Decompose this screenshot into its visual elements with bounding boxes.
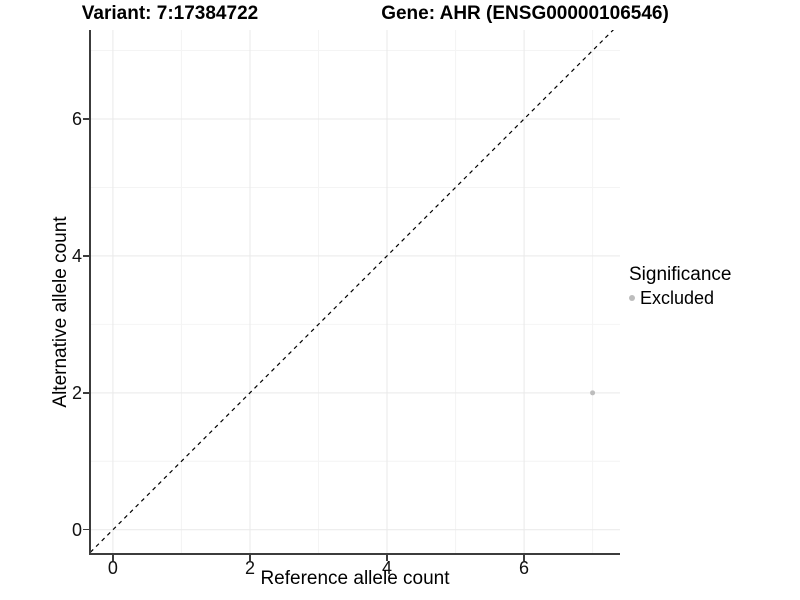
y-tick-label: 6 — [71, 108, 82, 129]
identity-line — [91, 30, 614, 553]
x-tick-label: 0 — [107, 558, 118, 578]
x-tick-label: 6 — [519, 558, 530, 578]
y-tick-mark — [83, 255, 89, 257]
x-tick-label: 4 — [382, 558, 393, 578]
x-tick-label: 2 — [244, 558, 255, 578]
plot-panel — [91, 30, 620, 553]
x-tick-mark — [112, 555, 114, 561]
plot-canvas — [91, 30, 620, 553]
legend-item-excluded: Excluded — [629, 287, 797, 309]
y-tick-mark — [83, 528, 89, 531]
x-axis-line — [89, 553, 620, 555]
y-tick-label: 4 — [71, 245, 82, 266]
gene-title: Gene: AHR (ENSG00000106546) — [381, 3, 669, 24]
y-axis-line — [89, 30, 91, 555]
x-tick-mark — [249, 555, 251, 561]
variant-title: Variant: 7:17384722 — [81, 3, 259, 24]
legend-item-label: Excluded — [640, 288, 715, 308]
x-tick-mark — [386, 555, 388, 561]
excluded-point-icon — [629, 295, 635, 301]
y-tick-mark — [83, 392, 89, 394]
x-tick-mark — [523, 555, 525, 561]
data-point — [590, 390, 596, 396]
legend-title: Significance — [629, 264, 732, 285]
y-tick-mark — [83, 118, 89, 120]
y-tick-label: 2 — [71, 382, 82, 403]
x-axis-title: Reference allele count — [260, 568, 450, 589]
y-tick-label: 0 — [71, 519, 82, 540]
legend: Significance Excluded — [629, 263, 797, 309]
